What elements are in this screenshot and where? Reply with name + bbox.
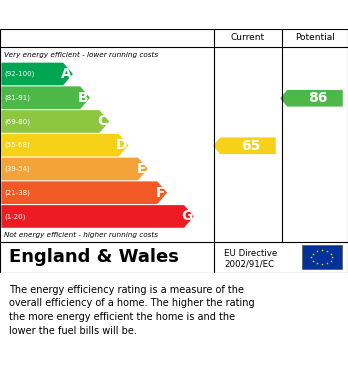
Text: Not energy efficient - higher running costs: Not energy efficient - higher running co… [4,232,158,238]
Text: Current: Current [231,33,265,42]
Polygon shape [280,90,343,107]
Text: Very energy efficient - lower running costs: Very energy efficient - lower running co… [4,52,158,58]
Text: EU Directive: EU Directive [224,249,278,258]
Text: Energy Efficiency Rating: Energy Efficiency Rating [9,6,238,24]
Text: 65: 65 [241,139,260,153]
Text: (92-100): (92-100) [5,71,35,77]
Text: (39-54): (39-54) [5,166,30,172]
Text: G: G [181,210,192,223]
Text: England & Wales: England & Wales [9,248,179,266]
Polygon shape [1,86,90,109]
Text: 2002/91/EC: 2002/91/EC [224,259,275,268]
Bar [302,245,342,269]
Text: The energy efficiency rating is a measure of the
overall efficiency of a home. T: The energy efficiency rating is a measur… [9,285,254,335]
Polygon shape [1,110,109,133]
Polygon shape [1,158,148,180]
Text: D: D [116,138,127,152]
Polygon shape [1,63,73,85]
Text: B: B [78,91,89,105]
Polygon shape [1,205,194,228]
Text: (55-68): (55-68) [5,142,30,149]
Text: E: E [137,162,147,176]
Polygon shape [213,137,276,154]
Text: 86: 86 [308,91,327,105]
Polygon shape [1,134,128,156]
Text: C: C [98,115,108,129]
Text: (69-80): (69-80) [5,118,31,125]
Text: (21-38): (21-38) [5,190,30,196]
Polygon shape [1,181,167,204]
Text: A: A [61,67,71,81]
Text: Potential: Potential [295,33,335,42]
Text: F: F [156,186,166,200]
Text: (81-91): (81-91) [5,95,31,101]
Text: (1-20): (1-20) [5,213,26,220]
